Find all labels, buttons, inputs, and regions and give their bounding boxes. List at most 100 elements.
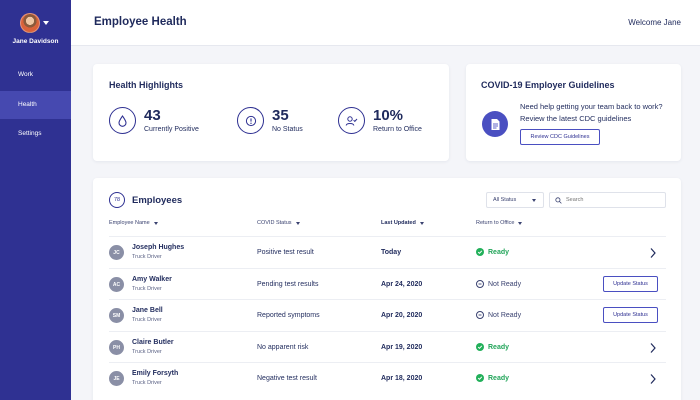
guidelines-title: COVID-19 Employer Guidelines <box>481 80 615 90</box>
page-title: Employee Health <box>94 16 187 28</box>
avatar: AC <box>109 277 124 292</box>
avatar: PH <box>109 340 124 355</box>
update-status-button[interactable]: Update Status <box>603 276 658 292</box>
sidebar-item-work[interactable]: Work <box>18 71 34 78</box>
search-input[interactable] <box>566 197 661 203</box>
health-highlights-title: Health Highlights <box>109 80 183 90</box>
return-status: Not Ready <box>476 311 521 319</box>
table-row[interactable]: JE Emily Forsyth Truck Driver Negative t… <box>109 362 666 394</box>
return-status: Ready <box>476 248 509 256</box>
column-header-employee-name[interactable]: Employee Name <box>109 220 158 226</box>
status-filter-value: All Status <box>493 197 517 203</box>
return-status-label: Ready <box>488 248 510 256</box>
avatar: JC <box>109 245 124 260</box>
last-updated: Apr 24, 2020 <box>381 281 423 288</box>
return-status: Ready <box>476 343 509 351</box>
chevron-down-icon <box>153 221 158 225</box>
chevron-right-icon[interactable] <box>649 246 657 260</box>
stat-value: 43 <box>144 107 161 124</box>
employee-name: Emily Forsyth <box>132 370 179 377</box>
avatar[interactable] <box>20 13 40 33</box>
employee-name: Claire Butler <box>132 339 174 346</box>
return-status-label: Ready <box>488 374 510 382</box>
chevron-down-icon <box>518 221 523 225</box>
last-updated: Apr 20, 2020 <box>381 312 423 319</box>
column-header-label: Return to Office <box>476 220 515 226</box>
covid-status: Negative test result <box>257 375 317 382</box>
covid-status: Pending test results <box>257 281 319 288</box>
sidebar-item-settings[interactable]: Settings <box>18 130 42 137</box>
chevron-down-icon <box>419 221 424 225</box>
covid-status: No apparent risk <box>257 344 309 351</box>
return-status-label: Not Ready <box>488 311 522 319</box>
chevron-down-icon <box>295 221 300 225</box>
employee-count-badge: 78 <box>109 192 125 208</box>
table-row[interactable]: AC Amy Walker Truck Driver Pending test … <box>109 268 666 300</box>
health-highlights-card <box>93 64 449 161</box>
covid-status: Reported symptoms <box>257 312 320 319</box>
employee-role: Truck Driver <box>132 254 162 260</box>
column-header-label: Last Updated <box>381 220 416 226</box>
stat-label: Currently Positive <box>144 126 199 133</box>
sidebar: Jane Davidson Work Health Settings <box>0 0 71 400</box>
employee-name: Jane Bell <box>132 307 163 314</box>
document-icon <box>482 111 508 137</box>
table-row[interactable]: PH Claire Butler Truck Driver No apparen… <box>109 331 666 363</box>
minus-circle-icon <box>476 311 484 319</box>
column-header-label: COVID Status <box>257 220 292 226</box>
check-circle-icon <box>476 248 484 256</box>
return-status: Not Ready <box>476 280 521 288</box>
column-header-covid-status[interactable]: COVID Status <box>257 220 300 226</box>
employees-card <box>93 178 681 400</box>
column-header-last-updated[interactable]: Last Updated <box>381 220 424 226</box>
search-box[interactable] <box>549 192 666 208</box>
user-check-icon <box>338 107 365 134</box>
check-circle-icon <box>476 374 484 382</box>
chevron-down-icon[interactable] <box>43 21 49 25</box>
sidebar-item-health[interactable]: Health <box>0 91 71 119</box>
header: Employee Health Welcome Jane <box>71 0 700 46</box>
chevron-right-icon[interactable] <box>649 372 657 386</box>
stat-return-to-office: 10% Return to Office <box>338 107 422 134</box>
search-icon <box>555 196 562 204</box>
stat-value: 35 <box>272 107 289 124</box>
covid-status: Positive test result <box>257 249 314 256</box>
return-status-label: Ready <box>488 343 510 351</box>
last-updated: Apr 19, 2020 <box>381 344 423 351</box>
return-status: Ready <box>476 374 509 382</box>
return-status-label: Not Ready <box>488 280 522 288</box>
employee-role: Truck Driver <box>132 286 162 292</box>
stat-value: 10% <box>373 107 404 124</box>
employee-role: Truck Driver <box>132 317 162 323</box>
stat-label: Return to Office <box>373 126 422 133</box>
guidelines-text: Need help getting your team back to work… <box>520 102 663 123</box>
user-menu[interactable] <box>20 13 49 33</box>
welcome-text: Welcome Jane <box>628 18 681 27</box>
info-icon <box>237 107 264 134</box>
table-row[interactable]: SM Jane Bell Truck Driver Reported sympt… <box>109 299 666 331</box>
table-row[interactable]: JC Joseph Hughes Truck Driver Positive t… <box>109 236 666 268</box>
update-status-button[interactable]: Update Status <box>603 307 658 323</box>
column-header-return-to-office[interactable]: Return to Office <box>476 220 523 226</box>
check-circle-icon <box>476 343 484 351</box>
minus-circle-icon <box>476 280 484 288</box>
stat-currently-positive: 43 Currently Positive <box>109 107 199 134</box>
chevron-right-icon[interactable] <box>649 341 657 355</box>
drop-icon <box>109 107 136 134</box>
stat-label: No Status <box>272 126 303 133</box>
chevron-down-icon <box>532 199 536 202</box>
stat-no-status: 35 No Status <box>237 107 303 134</box>
user-name: Jane Davidson <box>12 38 59 45</box>
review-cdc-guidelines-button[interactable]: Review CDC Guidelines <box>520 129 600 145</box>
avatar: SM <box>109 308 124 323</box>
avatar: JE <box>109 371 124 386</box>
status-filter-select[interactable]: All Status <box>486 192 544 208</box>
employee-role: Truck Driver <box>132 349 162 355</box>
last-updated: Today <box>381 249 402 256</box>
employee-role: Truck Driver <box>132 380 162 386</box>
employee-name: Joseph Hughes <box>132 244 185 251</box>
employee-name: Amy Walker <box>132 276 172 283</box>
column-header-label: Employee Name <box>109 220 150 226</box>
last-updated: Apr 18, 2020 <box>381 375 423 382</box>
employees-title: Employees <box>132 195 183 206</box>
